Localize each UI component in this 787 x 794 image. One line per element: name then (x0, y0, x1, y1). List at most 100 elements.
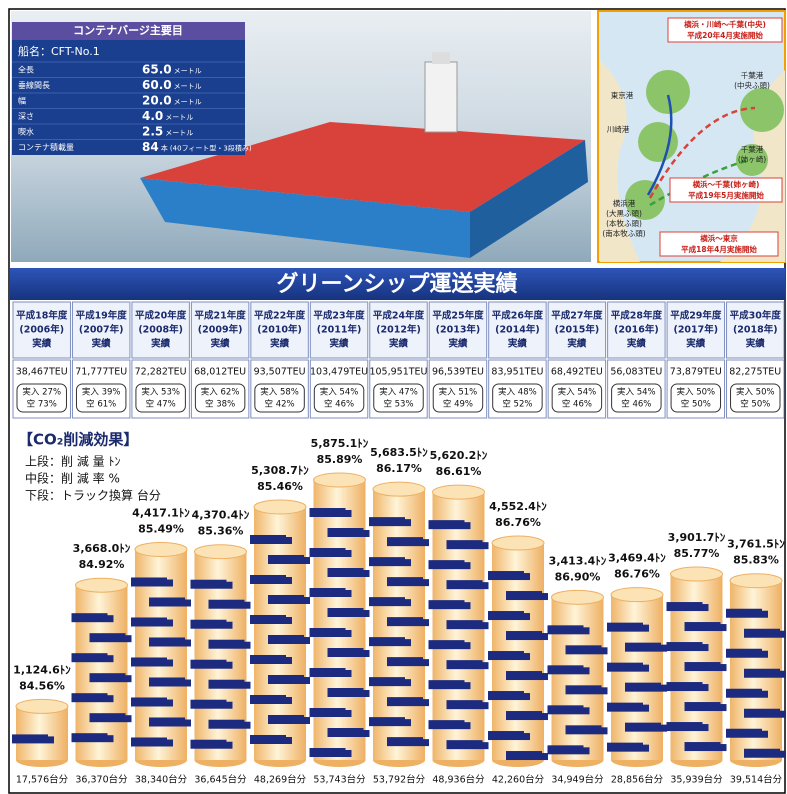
spec-unit: メートル (174, 83, 202, 91)
truck-cab (405, 719, 411, 727)
truck-count-label: 42,260台分 (492, 774, 545, 786)
table-header-cell (250, 301, 309, 359)
truck-icon (369, 517, 405, 527)
reduction-label: 4,370.4ﾄﾝ (192, 509, 250, 522)
truck-cab (601, 727, 608, 735)
truck-icon (369, 597, 405, 607)
truck-cab (244, 601, 251, 609)
truck-cab (48, 736, 54, 744)
teu-value: 83,951TEU (491, 367, 543, 378)
legend-line: 上段：削 減 量 ﾄﾝ (25, 454, 120, 469)
truck-icon (71, 653, 108, 663)
table-header-cell (309, 301, 369, 359)
table-header: 平成19年度 (76, 310, 128, 322)
teu-value: 105,951TEU (369, 367, 427, 378)
reduction-label: 3,761.5ﾄﾝ (727, 538, 785, 551)
truck-icon (309, 548, 346, 557)
truck-icon (387, 577, 423, 587)
truck-cab (363, 530, 370, 537)
cylinder (131, 541, 191, 767)
table-header: 平成25年度 (432, 310, 484, 322)
truck-cab (286, 736, 292, 744)
truck-cab (286, 616, 292, 624)
table-header: 実績 (389, 338, 409, 350)
truck-cab (423, 539, 429, 547)
ratio-box (730, 383, 781, 413)
table-header-cell (369, 301, 428, 359)
route-line (649, 158, 751, 207)
cylinder-top (253, 499, 307, 515)
table-header: (2011年) (317, 324, 362, 336)
truck-cab (405, 559, 411, 567)
rate-label: 86.76% (495, 516, 541, 529)
loaded-ratio: 実入 51% (439, 387, 478, 398)
table-header-cell (428, 301, 488, 359)
truck-cab (583, 627, 590, 635)
legend-line: 下段：トラック換算 台分 (25, 488, 161, 503)
reduction-label: 5,683.5ﾄﾝ (370, 446, 428, 459)
table-header-cell (488, 301, 547, 359)
truck-cab (107, 695, 114, 703)
loaded-ratio: 実入 47% (379, 387, 418, 398)
truck-icon (387, 697, 423, 707)
cylinder-top (75, 577, 128, 593)
table-header: 平成18年度 (16, 310, 68, 322)
table-header: 平成23年度 (313, 310, 365, 322)
truck-icon (71, 733, 108, 743)
truck-cab (643, 664, 649, 672)
truck-cab (702, 684, 709, 692)
truck-icon (309, 508, 346, 517)
loaded-ratio: 実入 53% (141, 387, 180, 398)
cylinder (666, 566, 727, 767)
truck-cab (423, 699, 429, 707)
truck-count-label: 17,576台分 (16, 774, 69, 786)
truck-cab (226, 661, 233, 669)
truck-icon (726, 688, 762, 698)
truck-icon (369, 677, 405, 687)
teu-value: 103,479TEU (310, 367, 368, 378)
truck-cab (524, 693, 530, 701)
truck-icon (309, 748, 346, 757)
map-land (600, 60, 640, 262)
truck-icon (428, 520, 465, 530)
truck-icon (625, 682, 661, 692)
table-cell (547, 359, 607, 419)
table-header: (2006年) (19, 324, 64, 336)
cylinder-top (194, 544, 247, 560)
truck-cab (107, 655, 114, 663)
truck-icon (190, 699, 227, 709)
truck-cab (286, 656, 292, 664)
loaded-ratio: 実入 39% (82, 387, 121, 398)
port-label: (本牧ふ頭) (606, 218, 642, 228)
truck-icon (327, 528, 364, 537)
truck-cab (702, 644, 709, 652)
truck-icon (547, 745, 584, 755)
map-area (740, 88, 784, 132)
truck-cab (345, 630, 352, 637)
truck-cab (482, 582, 489, 590)
truck-icon (89, 633, 126, 643)
truck-icon (488, 571, 524, 581)
loaded-ratio: 実入 48% (498, 387, 537, 398)
truck-icon (744, 748, 780, 758)
map-area (736, 144, 768, 176)
truck-icon (387, 737, 423, 747)
reduction-label: 3,469.4ﾄﾝ (608, 552, 666, 565)
route-label: 平成19年5月実施開始 (688, 190, 764, 200)
loaded-ratio: 実入 62% (201, 387, 240, 398)
spec-label: 幅 (18, 96, 26, 106)
truck-icon (309, 668, 346, 677)
truck-icon (506, 631, 542, 641)
truck-icon (208, 719, 245, 729)
truck-cab (345, 550, 352, 557)
truck-icon (726, 728, 762, 738)
empty-ratio: 空 52% (502, 399, 532, 410)
table-header-cell (190, 301, 250, 359)
table-cell (488, 359, 547, 419)
loaded-ratio: 実入 58% (260, 387, 299, 398)
truck-icon (327, 688, 364, 697)
truck-cab (661, 644, 667, 652)
loaded-ratio: 実入 27% (22, 387, 61, 398)
